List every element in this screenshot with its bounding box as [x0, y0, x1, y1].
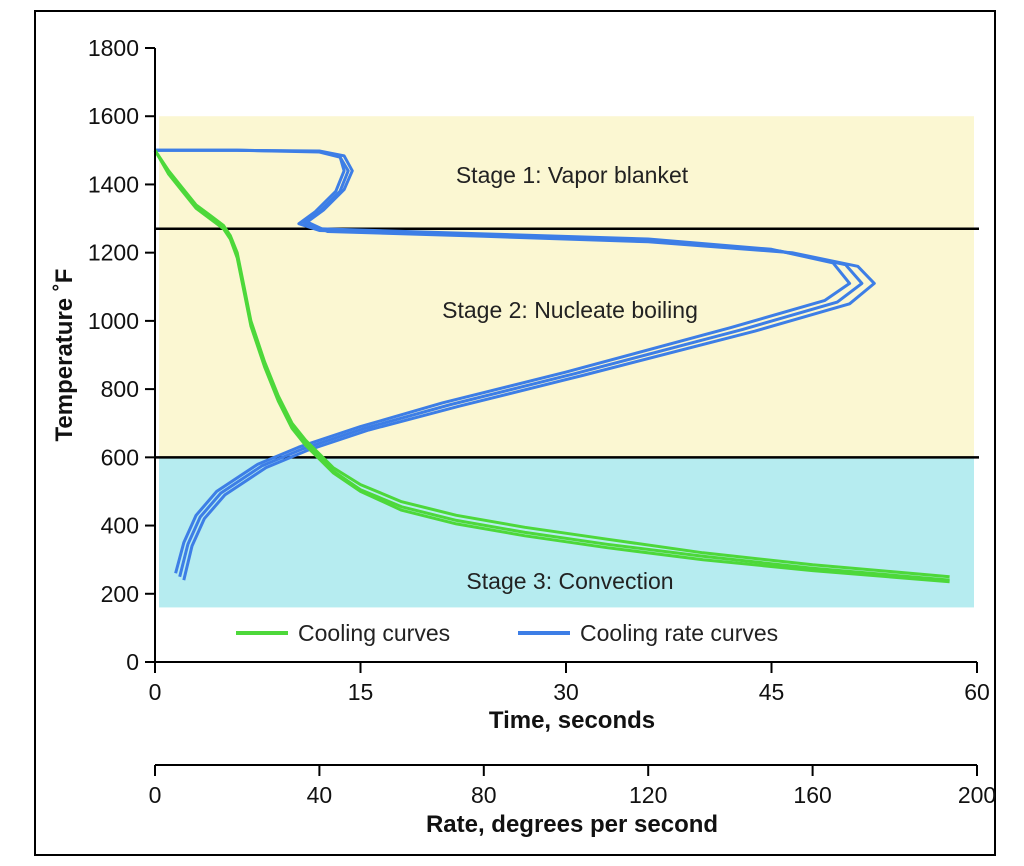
legend-label-cooling-curves: Cooling curves — [298, 620, 450, 646]
time-tick-label-0: 0 — [149, 679, 162, 705]
stage-label-1: Stage 1: Vapor blanket — [456, 162, 689, 188]
time-tick-label-15: 15 — [348, 679, 374, 705]
rate-tick-label-200: 200 — [958, 782, 996, 808]
y-tick-label-1600: 1600 — [88, 103, 139, 129]
time-tick-label-45: 45 — [759, 679, 785, 705]
y-tick-label-0: 0 — [126, 649, 139, 675]
time-tick-label-60: 60 — [964, 679, 990, 705]
y-tick-label-1400: 1400 — [88, 171, 139, 197]
y-tick-label-200: 200 — [101, 581, 139, 607]
time-axis-title: Time, seconds — [489, 707, 655, 734]
stage-label-2: Stage 2: Nucleate boiling — [442, 297, 698, 323]
rate-tick-label-120: 120 — [629, 782, 667, 808]
legend-label-cooling-rate-curves: Cooling rate curves — [580, 620, 778, 646]
rate-tick-label-0: 0 — [149, 782, 162, 808]
y-tick-label-600: 600 — [101, 444, 139, 470]
y-tick-label-400: 400 — [101, 513, 139, 539]
y-tick-label-1000: 1000 — [88, 308, 139, 334]
rate-tick-label-40: 40 — [307, 782, 333, 808]
y-tick-label-1200: 1200 — [88, 240, 139, 266]
stage-band-1 — [159, 116, 974, 229]
y-tick-label-1800: 1800 — [88, 35, 139, 61]
time-tick-label-30: 30 — [553, 679, 579, 705]
rate-axis-title: Rate, degrees per second — [426, 811, 718, 838]
cooling-curve-3 — [153, 149, 950, 584]
stage-label-3: Stage 3: Convection — [466, 568, 673, 594]
rate-tick-label-80: 80 — [471, 782, 497, 808]
y-tick-label-800: 800 — [101, 376, 139, 402]
rate-tick-label-160: 160 — [793, 782, 831, 808]
stage-band-2 — [159, 228, 974, 458]
y-axis-title: Temperature ˚F — [51, 269, 78, 442]
cooling-rate-curve-3 — [155, 148, 876, 581]
